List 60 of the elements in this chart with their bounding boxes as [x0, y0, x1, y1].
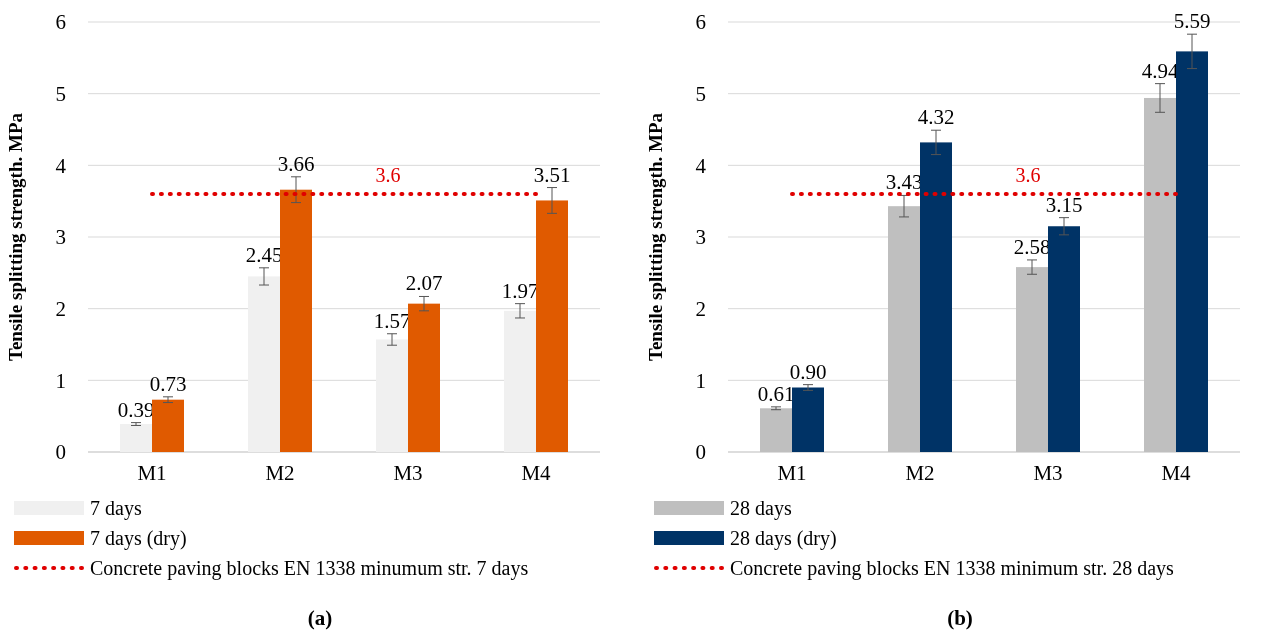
bar — [376, 339, 408, 452]
legend-label: 28 days — [730, 497, 792, 520]
y-tick-label: 0 — [55, 440, 66, 465]
bar — [152, 399, 184, 452]
y-tick-label: 6 — [695, 10, 706, 35]
y-tick-label: 1 — [55, 368, 66, 393]
y-axis-title: Tensile splitting strength. MPa — [5, 112, 26, 362]
text: (b) — [947, 606, 973, 630]
y-tick-label: 4 — [55, 153, 67, 178]
x-tick-label: M3 — [1033, 461, 1063, 485]
bar — [120, 424, 152, 452]
bar — [504, 310, 536, 452]
x-tick-label: M3 — [393, 461, 423, 485]
data-label: 4.32 — [917, 105, 955, 130]
bar — [1144, 97, 1176, 452]
bar — [536, 200, 568, 452]
data-label: 2.07 — [405, 271, 443, 296]
text: (a) — [307, 606, 333, 630]
bar — [248, 276, 280, 452]
y-tick-label: 6 — [55, 10, 66, 35]
bar — [920, 142, 952, 452]
y-tick-label: 2 — [55, 297, 66, 322]
data-label: 0.73 — [149, 371, 187, 396]
data-label: 0.61 — [757, 381, 795, 406]
bar — [760, 408, 792, 452]
y-tick-label: 4 — [695, 153, 707, 178]
bar — [408, 303, 440, 452]
data-label: 0.90 — [789, 359, 827, 384]
legend-label: 7 days (dry) — [90, 527, 187, 550]
bar — [280, 189, 312, 452]
x-tick-label: M4 — [1161, 461, 1192, 485]
data-label: 3.6 — [375, 164, 401, 186]
legend-label: 28 days (dry) — [730, 527, 837, 550]
legend-label: 7 days — [90, 497, 142, 520]
y-tick-label: 0 — [695, 440, 706, 465]
bar — [1176, 51, 1208, 452]
legend-label: Concrete paving blocks EN 1338 minumum str. 7 days — [90, 557, 529, 580]
data-label: 3.51 — [533, 162, 571, 187]
x-tick-label: M2 — [905, 461, 935, 485]
data-label: 3.15 — [1045, 192, 1083, 217]
y-tick-label: 3 — [695, 225, 706, 250]
data-label: 3.6 — [1015, 164, 1041, 186]
y-tick-label: 5 — [55, 82, 66, 107]
data-label: 5.59 — [1173, 9, 1211, 34]
x-tick-label: M1 — [777, 461, 807, 485]
y-tick-label: 3 — [55, 225, 66, 250]
y-axis-title: Tensile splitting strength. MPa — [645, 112, 666, 362]
data-label: 4.94 — [1141, 58, 1179, 83]
bar — [888, 206, 920, 452]
legend-label: Concrete paving blocks EN 1338 minimum str. 28 days — [730, 557, 1175, 580]
x-tick-label: M4 — [521, 461, 552, 485]
y-tick-label: 2 — [695, 297, 706, 322]
x-tick-label: M1 — [137, 461, 167, 485]
y-tick-label: 1 — [695, 368, 706, 393]
bar — [792, 387, 824, 452]
bar — [1048, 226, 1080, 452]
y-tick-label: 5 — [695, 82, 706, 107]
bar — [1016, 267, 1048, 452]
x-tick-label: M2 — [265, 461, 295, 485]
data-label: 3.66 — [277, 151, 315, 176]
